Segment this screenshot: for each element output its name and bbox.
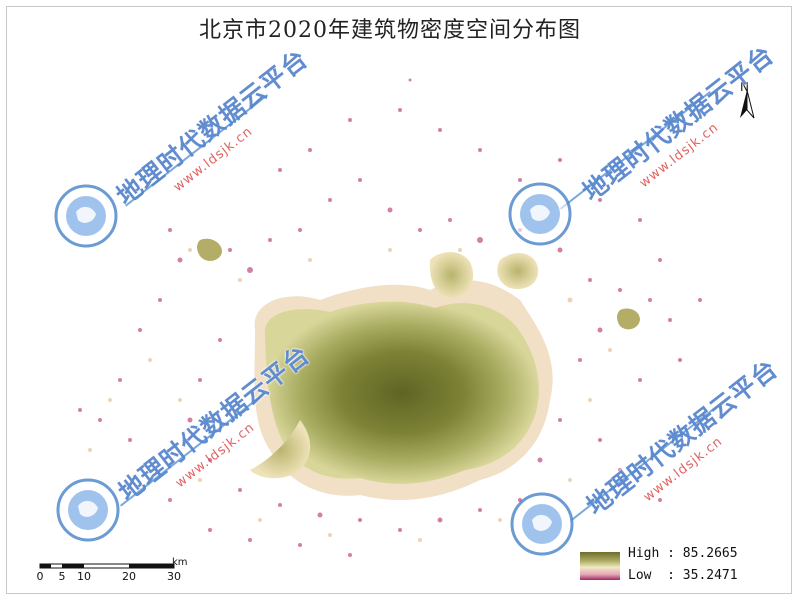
north-label: N: [740, 80, 749, 94]
scale-bar: [39, 563, 175, 569]
watermark-seal-icon: [510, 492, 574, 556]
scattered-patches: [78, 78, 702, 557]
scale-tick: 20: [122, 570, 136, 583]
legend-separator: :: [659, 546, 683, 561]
scale-unit: km: [172, 557, 188, 568]
legend-high: High : 85.2665: [628, 546, 738, 561]
north-arrow-icon: [740, 89, 755, 119]
scale-tick: 10: [77, 570, 91, 583]
watermark-seal-icon: [56, 478, 120, 542]
legend-low: Low : 35.2471: [628, 568, 738, 583]
legend-separator: :: [651, 568, 683, 583]
urban-core: [197, 238, 640, 484]
watermark-seal-icon: [508, 182, 572, 246]
scattered-patches-light: [88, 248, 612, 542]
legend-low-label: Low: [628, 568, 652, 583]
watermark-seal-icon: [54, 184, 118, 248]
legend-low-value: 35.2471: [682, 568, 738, 583]
scale-tick: 5: [58, 570, 66, 583]
map-frame: [6, 6, 792, 594]
map-title: 北京市2020年建筑物密度空间分布图: [199, 18, 581, 43]
legend-high-value: 85.2665: [682, 546, 738, 561]
legend-high-label: High: [628, 546, 660, 561]
scale-tick: 30: [167, 570, 181, 583]
legend-color-ramp: [580, 552, 620, 580]
scale-tick: 0: [36, 570, 44, 583]
